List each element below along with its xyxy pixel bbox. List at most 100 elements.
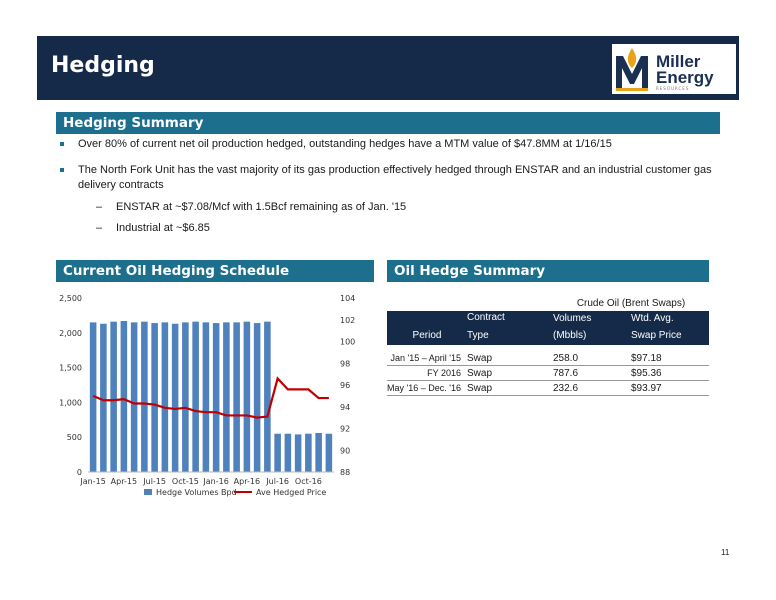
bullet-text: The North Fork Unit has the vast majorit… [78,164,712,191]
legend-label-price: Ave Hedged Price [256,488,326,497]
x-tick-label: Apr-16 [234,477,260,486]
y-right-tick-label: 94 [340,403,350,412]
y-right-tick-label: 104 [340,294,355,303]
row-price: $97.18 [631,352,662,364]
y-right-tick-label: 100 [340,338,355,347]
sub-bullet-text: Industrial at ~$6.85 [116,222,210,234]
bar-hedge-volume [233,322,240,472]
table-header-row: Contract Volumes Wtd. Avg. [387,310,709,325]
bar-hedge-volume [325,433,333,472]
bar-hedge-volume [161,322,169,472]
bar-hedge-volume [223,322,230,472]
y-left-tick-label: 2,000 [59,329,82,338]
bar-hedge-volume [264,321,271,472]
bar-hedge-volume [100,323,107,472]
x-tick-label: Jan-16 [202,477,228,486]
bar-hedge-volume [212,323,220,472]
bar-hedge-volume [110,321,117,472]
x-tick-label: Oct-15 [172,477,199,486]
row-type: Swap [467,352,493,364]
page-number: 11 [721,548,730,557]
oil-hedge-summary-heading: Oil Hedge Summary [387,260,709,282]
row-period: FY 2016 [427,368,461,378]
row-volume: 258.0 [553,352,579,364]
row-period: May '16 – Dec. '16 [387,383,461,393]
bar-hedge-volume [305,433,312,472]
table-header-price: Wtd. Avg. [631,312,674,324]
row-price: $93.97 [631,382,662,394]
row-price: $95.36 [631,367,662,379]
summary-bullets: Over 80% of current net oil production h… [58,137,718,246]
logo-text-energy: Energy [656,68,714,87]
table-header-mbbls: (Mbbls) [553,329,587,341]
bar-hedge-volume [120,320,128,472]
legend-bar-swatch [144,489,152,495]
row-type: Swap [467,382,493,394]
bar-hedge-volume [243,321,251,472]
row-period: Jan '15 – April '15 [390,353,461,363]
bar-hedge-volume [202,322,210,472]
sub-bullet-item: – Industrial at ~$6.85 [58,221,718,236]
bullet-text: Over 80% of current net oil production h… [78,138,612,150]
x-tick-label: Apr-15 [111,477,137,486]
y-left-tick-label: 500 [67,433,82,442]
sub-bullet-text: ENSTAR at ~$7.08/Mcf with 1.5Bcf remaini… [116,201,407,213]
y-right-tick-label: 88 [340,468,350,477]
table-header-period: Period [412,329,442,341]
bar-hedge-volume [141,321,148,472]
oil-hedging-chart: 0 500 1,000 1,500 2,000 2,500 88 90 92 94 96 98 100 1… [59,294,355,497]
bar-hedge-volume [253,323,261,472]
sub-bullet-item: – ENSTAR at ~$7.08/Mcf with 1.5Bcf remai… [58,200,718,215]
y-right-tick-label: 90 [340,446,350,455]
bar-hedge-volume [284,433,292,472]
y-left-tick-label: 1,000 [59,398,82,407]
y-right-tick-label: 102 [340,316,355,325]
bar-hedge-volume [182,322,189,472]
x-tick-label: Oct-16 [295,477,322,486]
x-tick-label: Jul-16 [265,477,289,486]
x-tick-label: Jul-15 [142,477,166,486]
row-volume: 787.6 [553,367,579,379]
table-row: May '16 – Dec. '16 Swap 232.6 $93.97 [387,381,709,396]
bar-hedge-volume [130,322,138,472]
bar-hedge-volume [171,323,179,472]
legend-label-volumes: Hedge Volumes Bpd [156,488,237,497]
table-row: FY 2016 Swap 787.6 $95.36 [387,366,709,381]
line-ave-hedged-price [92,376,329,419]
bar-hedge-volume [192,321,199,472]
dash-icon: – [96,222,103,234]
row-type: Swap [467,367,493,379]
oil-hedge-table: Crude Oil (Brent Swaps) Contract Volumes… [387,296,709,396]
bar-hedge-volume [274,433,281,472]
y-left-tick-label: 0 [77,468,82,477]
y-left-tick-label: 1,500 [59,364,82,373]
table-header-volumes: Volumes [553,312,592,324]
table-header-swap-price: Swap Price [631,329,682,341]
y-right-tick-label: 96 [340,381,350,390]
bar-hedge-volume [294,434,302,472]
row-volume: 232.6 [553,382,579,394]
table-header-type: Type [467,329,489,341]
table-header-row: Period Type (Mbbls) Swap Price [387,325,709,345]
table-group-header: Crude Oil (Brent Swaps) [553,296,709,311]
table-row: Jan '15 – April '15 Swap 258.0 $97.18 [387,351,709,366]
schedule-heading: Current Oil Hedging Schedule [56,260,374,282]
logo-text-miller: Miller [656,52,701,71]
x-tick-label: Jan-15 [79,477,105,486]
logo-text-resources: RESOURCES [656,86,690,91]
bar-hedge-volume [151,323,158,472]
title-bar: Hedging Miller Energy RESOURCES [37,36,739,100]
company-logo: Miller Energy RESOURCES [612,44,736,94]
table-header-contract: Contract [467,312,505,324]
dash-icon: – [96,201,103,213]
bar-hedge-volume [315,433,322,472]
bullet-item: Over 80% of current net oil production h… [58,137,718,152]
y-left-tick-label: 2,500 [59,294,82,303]
y-right-tick-label: 98 [340,359,350,368]
bullet-square-icon [60,168,64,172]
hedging-summary-heading: Hedging Summary [56,112,720,134]
bar-hedge-volume [89,322,97,472]
bullet-item: The North Fork Unit has the vast majorit… [58,163,718,193]
y-right-tick-label: 92 [340,425,350,434]
bullet-square-icon [60,142,64,146]
